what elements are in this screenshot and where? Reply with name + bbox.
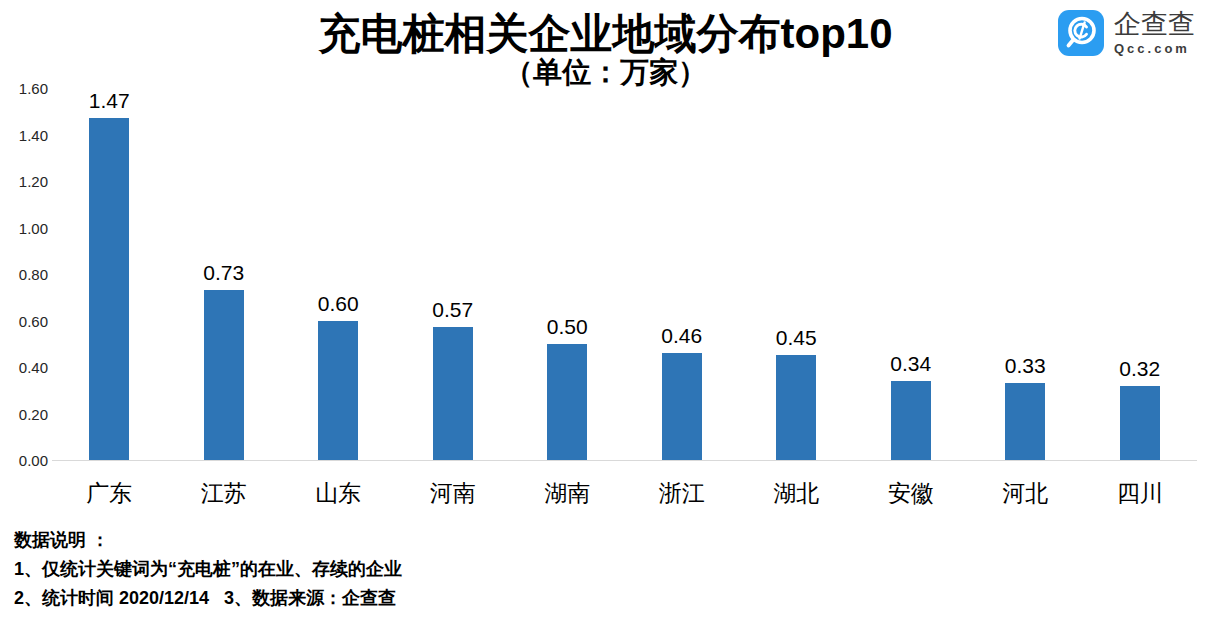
notes-heading: 数据说明 ： xyxy=(14,526,402,555)
x-axis-label: 安徽 xyxy=(854,478,969,509)
bar-value-label: 0.33 xyxy=(1005,354,1046,378)
x-axis-label: 湖北 xyxy=(739,478,854,509)
qcc-logo-name: 企查查 xyxy=(1114,11,1195,38)
bar-group: 0.57 xyxy=(396,88,511,460)
chart-subtitle: （单位：万家） xyxy=(0,57,1211,89)
y-axis: 1.601.401.201.000.800.600.400.200.00 xyxy=(4,88,48,460)
y-axis-tick: 1.40 xyxy=(19,126,48,143)
data-notes: 数据说明 ： 1、仅统计关键词为“充电桩”的在业、存续的企业 2、统计时间 20… xyxy=(14,526,402,613)
x-axis: 广东江苏山东河南湖南浙江湖北安徽河北四川 xyxy=(52,461,1197,509)
bar-group: 0.73 xyxy=(167,88,282,460)
x-axis-label: 河北 xyxy=(968,478,1083,509)
bar-group: 0.33 xyxy=(968,88,1083,460)
plot-area: 1.47 0.73 0.60 0.57 0.50 0.46 0.45 0.34 0.33 0.32 xyxy=(52,88,1197,461)
qcc-logo[interactable]: 企查查 Qcc.com xyxy=(1057,9,1195,57)
bar-group: 0.32 xyxy=(1083,88,1198,460)
bar-group: 0.45 xyxy=(739,88,854,460)
x-axis-label: 河南 xyxy=(396,478,511,509)
bar xyxy=(204,290,244,460)
bar-value-label: 0.50 xyxy=(547,315,588,339)
bar-value-label: 0.45 xyxy=(776,326,817,350)
bar xyxy=(547,344,587,460)
bar-group: 0.34 xyxy=(854,88,969,460)
qcc-logo-icon xyxy=(1057,9,1105,57)
y-axis-tick: 0.40 xyxy=(19,359,48,376)
bar xyxy=(662,353,702,460)
bar-group: 0.46 xyxy=(625,88,740,460)
bar-value-label: 0.57 xyxy=(432,298,473,322)
x-axis-label: 广东 xyxy=(52,478,167,509)
bar-group: 0.60 xyxy=(281,88,396,460)
bar xyxy=(433,327,473,460)
note-line-2: 2、统计时间 2020/12/14 3、数据来源：企查查 xyxy=(14,584,402,613)
bar xyxy=(776,355,816,460)
bar-value-label: 0.73 xyxy=(203,261,244,285)
bar xyxy=(318,321,358,461)
note-line-1: 1、仅统计关键词为“充电桩”的在业、存续的企业 xyxy=(14,555,402,584)
qcc-logo-text: 企查查 Qcc.com xyxy=(1114,11,1195,55)
x-axis-label: 湖南 xyxy=(510,478,625,509)
bar xyxy=(1120,386,1160,460)
bar-group: 0.50 xyxy=(510,88,625,460)
bar xyxy=(89,118,129,460)
bar-chart: 1.601.401.201.000.800.600.400.200.00 1.4… xyxy=(0,88,1211,509)
bar-group: 1.47 xyxy=(52,88,167,460)
y-axis-tick: 1.60 xyxy=(19,80,48,97)
x-axis-label: 山东 xyxy=(281,478,396,509)
bar-value-label: 0.60 xyxy=(318,292,359,316)
qcc-logo-domain: Qcc.com xyxy=(1114,42,1190,55)
bar xyxy=(891,381,931,460)
chart-title: 充电桩相关企业地域分布top10 xyxy=(0,10,1211,57)
y-axis-tick: 0.60 xyxy=(19,312,48,329)
bar-value-label: 0.34 xyxy=(890,352,931,376)
bar-value-label: 0.32 xyxy=(1119,357,1160,381)
x-axis-label: 江苏 xyxy=(167,478,282,509)
y-axis-tick: 1.20 xyxy=(19,173,48,190)
bar-value-label: 0.46 xyxy=(661,324,702,348)
y-axis-tick: 1.00 xyxy=(19,219,48,236)
bar-value-label: 1.47 xyxy=(89,89,130,113)
x-axis-label: 四川 xyxy=(1083,478,1198,509)
bar xyxy=(1005,383,1045,460)
chart-header: 充电桩相关企业地域分布top10 （单位：万家） xyxy=(0,10,1211,89)
y-axis-tick: 0.20 xyxy=(19,405,48,422)
y-axis-tick: 0.80 xyxy=(19,266,48,283)
x-axis-label: 浙江 xyxy=(625,478,740,509)
y-axis-tick: 0.00 xyxy=(19,452,48,469)
